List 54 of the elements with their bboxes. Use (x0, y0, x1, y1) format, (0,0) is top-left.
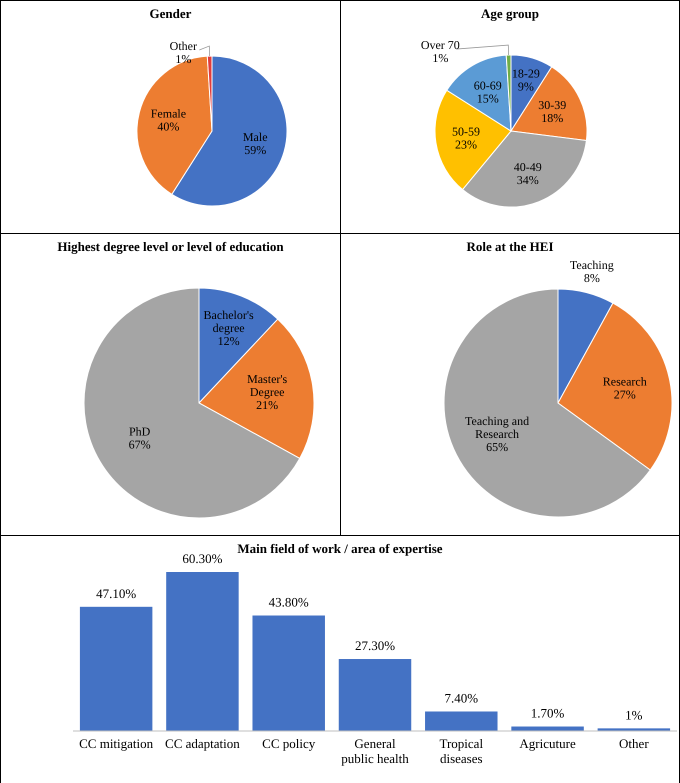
slice-label: Teaching and Research (464, 414, 530, 442)
data-label: 1.70% (530, 706, 565, 721)
bar (252, 616, 325, 731)
slice-label: Over 70 (420, 38, 460, 52)
x-tick-label: CC policy (262, 736, 316, 751)
slice-label: Male (242, 130, 268, 144)
slice-label: Master's Degree (247, 372, 288, 400)
data-label: 43.80% (268, 594, 309, 610)
data-label: 7.40% (444, 690, 478, 706)
bar (425, 711, 498, 731)
data-label: 12% (218, 334, 240, 348)
chart-title: Main field of work / area of expertise (237, 541, 443, 556)
data-label: 1% (432, 51, 448, 66)
bar (338, 659, 412, 731)
x-tick-label: Tropical diseases (439, 736, 484, 766)
x-tick-label: CC mitigation (79, 736, 154, 751)
x-tick-label: Other (619, 736, 650, 751)
chart-title: Role at the HEI (466, 239, 554, 254)
chart-title: Age group (481, 6, 539, 21)
data-label: 27% (614, 388, 636, 402)
slice-label: 18-29 (512, 66, 540, 80)
slice-label: 50-59 (452, 124, 480, 139)
chart-title: Highest degree level or level of education (57, 239, 284, 254)
x-tick-label: General public health (341, 736, 410, 766)
data-label: 1% (175, 52, 192, 66)
data-label: 21% (256, 398, 278, 412)
data-label: 9% (518, 79, 534, 94)
data-label: 47.10% (96, 586, 136, 601)
bar (80, 606, 152, 731)
bar (166, 572, 239, 731)
data-label: 15% (476, 91, 499, 106)
data-label: 27.30% (354, 638, 396, 654)
data-label: 59% (244, 143, 266, 158)
slice-label: Research (602, 374, 647, 389)
data-label: 65% (486, 440, 508, 454)
x-tick-label: CC adaptation (165, 736, 240, 751)
data-label: 40% (157, 119, 180, 134)
chart-title: Gender (150, 6, 192, 21)
data-label: 18% (541, 111, 564, 126)
slice-label: Bachelor's degree (204, 308, 254, 336)
slice-label: 40-49 (514, 160, 542, 174)
slice-label: 30-39 (538, 98, 566, 112)
slice-label: 60-69 (474, 78, 502, 92)
data-label: 1% (625, 707, 643, 722)
data-label: 67% (128, 438, 151, 452)
x-tick-label: Agricuture (519, 736, 576, 751)
data-label: 60.30% (182, 551, 223, 566)
slice-label: Other (170, 39, 197, 54)
slice-label: Female (150, 106, 186, 120)
data-label: 34% (516, 172, 539, 187)
data-label: 8% (584, 270, 600, 285)
data-label: 23% (454, 138, 477, 152)
slice-label: PhD (128, 424, 151, 439)
slice-label: Teaching (570, 258, 614, 272)
